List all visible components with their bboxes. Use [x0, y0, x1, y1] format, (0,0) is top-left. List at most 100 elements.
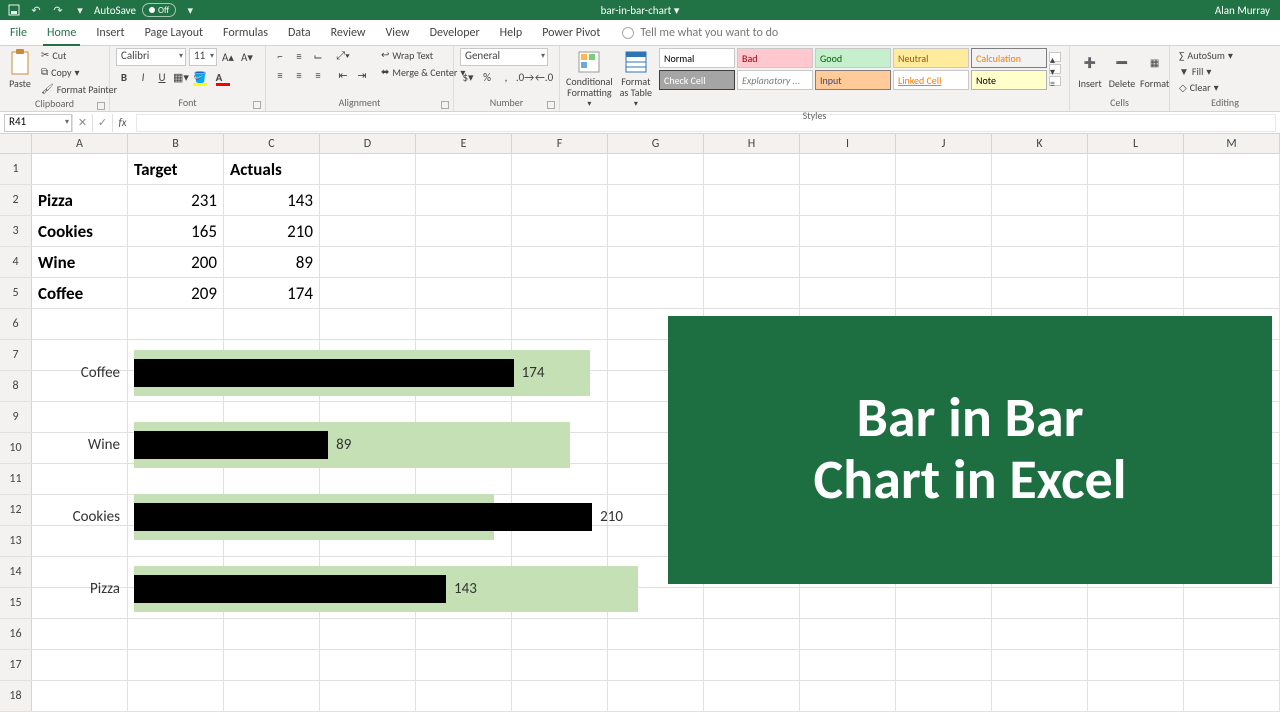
cell-C17[interactable]: [224, 650, 320, 680]
cell-D10[interactable]: [320, 433, 416, 463]
cell-L17[interactable]: [1088, 650, 1184, 680]
cell-F2[interactable]: [512, 185, 608, 215]
cell-E1[interactable]: [416, 154, 512, 184]
cell-F14[interactable]: [512, 557, 608, 587]
cell-G12[interactable]: [608, 495, 704, 525]
cell-C5[interactable]: 174: [224, 278, 320, 308]
cell-F15[interactable]: [512, 588, 608, 618]
col-header-I[interactable]: I: [800, 134, 896, 153]
cell-M18[interactable]: [1184, 681, 1280, 711]
cell-M13[interactable]: [1184, 526, 1280, 556]
cell-M17[interactable]: [1184, 650, 1280, 680]
cell-M5[interactable]: [1184, 278, 1280, 308]
cell-M6[interactable]: [1184, 309, 1280, 339]
cell-styles-gallery[interactable]: NormalBadGoodNeutralCalculationCheck Cel…: [659, 48, 1047, 90]
cell-K15[interactable]: [992, 588, 1088, 618]
cell-M12[interactable]: [1184, 495, 1280, 525]
bold-button[interactable]: B: [116, 69, 132, 85]
cell-D2[interactable]: [320, 185, 416, 215]
tab-power-pivot[interactable]: Power Pivot: [532, 20, 610, 45]
cell-C6[interactable]: [224, 309, 320, 339]
cell-A1[interactable]: [32, 154, 128, 184]
enter-formula-icon[interactable]: ✓: [92, 114, 112, 132]
cell-J18[interactable]: [896, 681, 992, 711]
cell-D8[interactable]: [320, 371, 416, 401]
tab-file[interactable]: File: [0, 20, 37, 45]
cell-H11[interactable]: [704, 464, 800, 494]
align-top-button[interactable]: ⌐: [272, 48, 288, 64]
cell-I9[interactable]: [800, 402, 896, 432]
italic-button[interactable]: I: [135, 69, 151, 85]
cell-J8[interactable]: [896, 371, 992, 401]
cell-L9[interactable]: [1088, 402, 1184, 432]
cell-H15[interactable]: [704, 588, 800, 618]
cell-B14[interactable]: [128, 557, 224, 587]
col-header-L[interactable]: L: [1088, 134, 1184, 153]
cell-G3[interactable]: [608, 216, 704, 246]
cell-E11[interactable]: [416, 464, 512, 494]
col-header-E[interactable]: E: [416, 134, 512, 153]
cell-A5[interactable]: Coffee: [32, 278, 128, 308]
cell-G2[interactable]: [608, 185, 704, 215]
cell-I7[interactable]: [800, 340, 896, 370]
cell-K14[interactable]: [992, 557, 1088, 587]
cell-K17[interactable]: [992, 650, 1088, 680]
cell-E4[interactable]: [416, 247, 512, 277]
cell-A6[interactable]: [32, 309, 128, 339]
row-header-7[interactable]: 7: [0, 340, 32, 370]
cell-I10[interactable]: [800, 433, 896, 463]
cell-B11[interactable]: [128, 464, 224, 494]
col-header-F[interactable]: F: [512, 134, 608, 153]
cell-F10[interactable]: [512, 433, 608, 463]
accounting-button[interactable]: $▾: [460, 69, 476, 85]
cell-M10[interactable]: [1184, 433, 1280, 463]
cell-K3[interactable]: [992, 216, 1088, 246]
cell-L8[interactable]: [1088, 371, 1184, 401]
cell-H4[interactable]: [704, 247, 800, 277]
cell-K4[interactable]: [992, 247, 1088, 277]
cell-D16[interactable]: [320, 619, 416, 649]
cell-M11[interactable]: [1184, 464, 1280, 494]
cell-I16[interactable]: [800, 619, 896, 649]
cell-G14[interactable]: [608, 557, 704, 587]
align-left-button[interactable]: ≡: [272, 67, 288, 83]
cell-J5[interactable]: [896, 278, 992, 308]
cell-A14[interactable]: [32, 557, 128, 587]
col-header-C[interactable]: C: [224, 134, 320, 153]
cell-L15[interactable]: [1088, 588, 1184, 618]
cell-E14[interactable]: [416, 557, 512, 587]
cell-C18[interactable]: [224, 681, 320, 711]
cell-L6[interactable]: [1088, 309, 1184, 339]
shrink-font-button[interactable]: A▾: [239, 49, 255, 65]
cell-D9[interactable]: [320, 402, 416, 432]
cell-I17[interactable]: [800, 650, 896, 680]
fill-color-button[interactable]: 🪣: [192, 69, 208, 85]
cell-M8[interactable]: [1184, 371, 1280, 401]
increase-indent-button[interactable]: ⇥: [354, 67, 370, 83]
style-calculation[interactable]: Calculation: [971, 48, 1047, 68]
align-right-button[interactable]: ≡: [310, 67, 326, 83]
cell-K2[interactable]: [992, 185, 1088, 215]
account-name[interactable]: Alan Murray: [1215, 4, 1270, 17]
insert-cells-button[interactable]: ➕Insert: [1076, 48, 1104, 90]
cell-H6[interactable]: [704, 309, 800, 339]
tab-home[interactable]: Home: [37, 20, 86, 45]
cell-L5[interactable]: [1088, 278, 1184, 308]
grow-font-button[interactable]: A▴: [220, 49, 236, 65]
cell-B4[interactable]: 200: [128, 247, 224, 277]
cell-C2[interactable]: 143: [224, 185, 320, 215]
cell-L2[interactable]: [1088, 185, 1184, 215]
cell-F6[interactable]: [512, 309, 608, 339]
tell-me-search[interactable]: Tell me what you want to do: [622, 20, 778, 45]
cell-C14[interactable]: [224, 557, 320, 587]
style-input[interactable]: Input: [815, 70, 891, 90]
cell-D13[interactable]: [320, 526, 416, 556]
cell-M2[interactable]: [1184, 185, 1280, 215]
tab-formulas[interactable]: Formulas: [213, 20, 278, 45]
col-header-D[interactable]: D: [320, 134, 416, 153]
comma-button[interactable]: ,: [498, 69, 514, 85]
cell-H2[interactable]: [704, 185, 800, 215]
cell-H16[interactable]: [704, 619, 800, 649]
cut-button[interactable]: ✂Cut: [38, 48, 120, 63]
cell-C11[interactable]: [224, 464, 320, 494]
